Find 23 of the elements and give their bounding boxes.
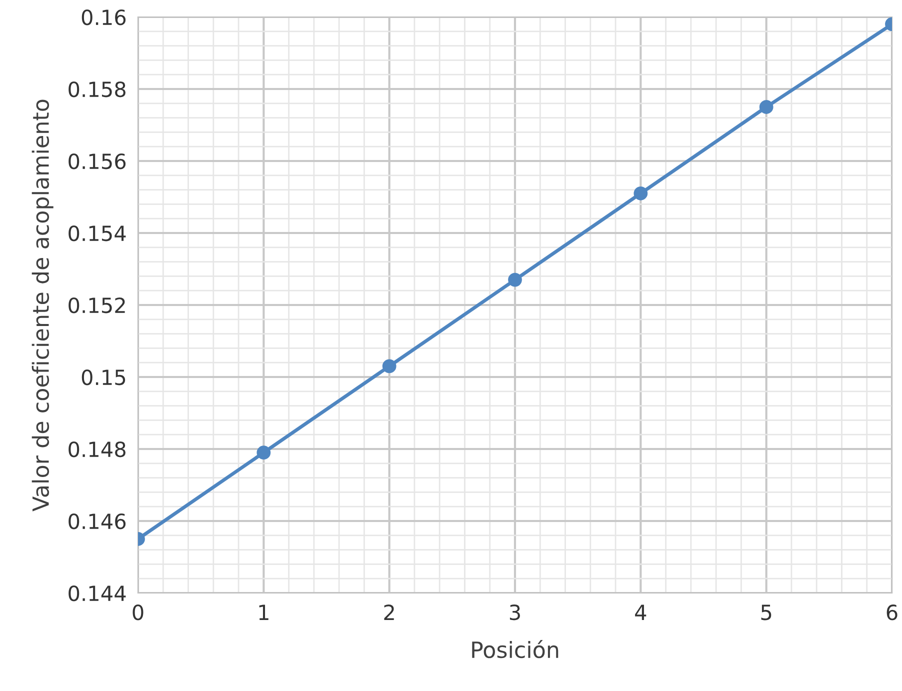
point — [256, 446, 271, 460]
y-tick-label: 0.16 — [82, 9, 126, 26]
x-tick-label: 1 — [259, 604, 268, 620]
point — [759, 100, 774, 114]
x-axis-title: Posición — [472, 640, 558, 658]
point — [634, 186, 648, 200]
y-tick-label: 0.156 — [68, 153, 126, 170]
x-tick-label: 4 — [635, 604, 646, 620]
x-tick-label: 6 — [886, 604, 898, 620]
y-tick-label: 0.158 — [68, 81, 126, 98]
y-tick-label: 0.146 — [68, 513, 126, 530]
point — [508, 272, 522, 287]
y-tick-label: 0.152 — [68, 297, 125, 314]
x-tick-label: 0 — [132, 604, 144, 620]
y-tick-label: 0.15 — [82, 369, 126, 386]
x-tick-label: 2 — [384, 604, 394, 620]
x-tick-label: 5 — [761, 604, 772, 620]
y-tick-label: 0.148 — [68, 441, 126, 458]
y-axis-title: Valor de coeficiente de acoplamiento — [32, 100, 54, 512]
y-tick-label: 0.144 — [68, 585, 126, 602]
x-tick-label: 3 — [510, 604, 520, 620]
y-tick-label: 0.154 — [68, 225, 126, 242]
point — [382, 359, 396, 374]
